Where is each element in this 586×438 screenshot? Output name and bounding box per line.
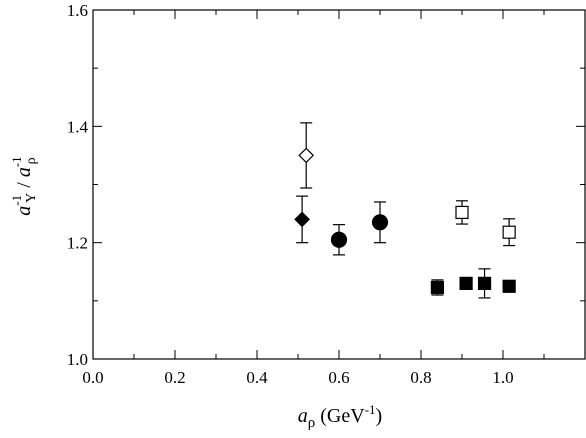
plot-frame (92, 9, 586, 360)
data-point-square-filled (459, 276, 473, 290)
y-tick-labels: 1.0 1.2 1.4 1.6 (67, 1, 89, 369)
y-label-den-sup: -1 (9, 156, 24, 167)
x-label-unit-open: (GeV (315, 405, 365, 427)
x-tick-label: 0.8 (410, 368, 431, 387)
marker-circle (371, 214, 389, 231)
y-label-num-sub: Υ (24, 193, 39, 203)
data-point-square-filled (430, 279, 444, 296)
marker-square (502, 279, 516, 293)
marker-circle (330, 231, 348, 248)
data-point-diamond-open (298, 122, 315, 189)
x-label-symbol: a (298, 405, 308, 427)
x-tick-label: 0.0 (82, 368, 103, 387)
marker-square (459, 276, 473, 290)
marker-square (430, 280, 444, 295)
x-tick-labels: 0.0 0.2 0.4 0.6 0.8 1.0 (82, 368, 513, 387)
marker-square (502, 225, 516, 239)
y-tick-label: 1.6 (67, 1, 88, 20)
x-tick-label: 0.4 (246, 368, 268, 387)
x-tick-label: 0.2 (164, 368, 185, 387)
data-points (294, 122, 516, 299)
y-label-den-sub: ρ (24, 157, 39, 164)
x-axis-label: aρ (GeV-1) (298, 402, 382, 431)
marker-square (455, 205, 469, 220)
y-tick-label: 1.4 (67, 117, 89, 136)
y-label-den-symbol: a (13, 167, 35, 177)
axis-ticks (92, 9, 586, 360)
data-point-square-filled (477, 268, 492, 299)
y-label-slash: / (13, 177, 35, 193)
data-point-diamond-filled (294, 195, 310, 244)
marker-diamond (298, 147, 315, 164)
x-tick-label: 1.0 (492, 368, 513, 387)
x-tick-label: 0.6 (328, 368, 349, 387)
x-label-unit-sup: -1 (365, 402, 376, 417)
y-tick-label: 1.2 (67, 234, 88, 253)
marker-diamond (294, 211, 310, 228)
data-point-square-filled (502, 279, 516, 293)
x-label-subscript: ρ (308, 415, 316, 431)
marker-square (477, 276, 492, 290)
y-label-num-symbol: a (13, 206, 35, 216)
data-point-circle-filled (330, 224, 348, 256)
x-label-unit-close: ) (376, 405, 383, 427)
y-axis-label: a-1Υ / a-1ρ (9, 156, 39, 215)
y-label-num-sup: -1 (9, 195, 24, 206)
y-tick-label: 1.0 (67, 350, 88, 369)
data-point-square-open (455, 200, 469, 225)
data-point-square-open (502, 218, 516, 247)
data-point-circle-filled (371, 201, 389, 244)
